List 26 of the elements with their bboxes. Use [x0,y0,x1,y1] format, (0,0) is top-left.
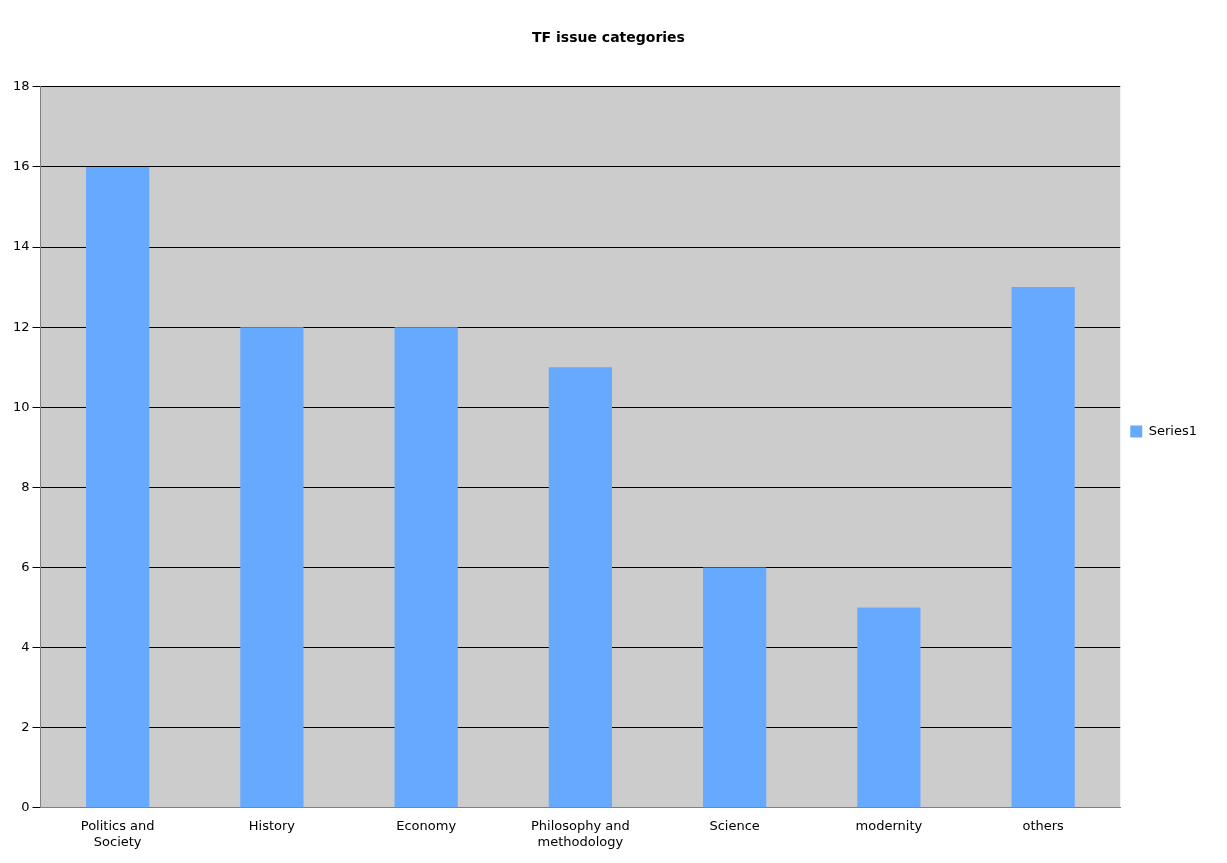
bar [1011,287,1075,808]
x-tick-label: Science [709,817,760,833]
y-tick-label: 6 [21,558,30,574]
legend-label: Series1 [1148,422,1197,438]
y-tick-label: 10 [13,398,30,414]
bar [240,327,304,808]
y-tick-label: 16 [13,158,30,174]
y-tick-label: 4 [21,638,30,654]
x-tick-label: Economy [396,817,457,833]
y-tick-label: 12 [13,318,30,334]
x-tick-label: Philosophy and methodology [531,817,630,849]
bar [394,327,458,808]
x-tick-label: Politics and Society [80,817,155,849]
bar [86,166,150,808]
y-tick-label: 8 [21,478,30,494]
x-tick-label: others [1022,817,1065,833]
x-tick-label: modernity [855,817,923,833]
bar [703,567,767,808]
bar [548,367,613,808]
y-tick-label: 18 [13,78,30,94]
y-tick-label: 14 [13,238,30,254]
y-tick-label: 2 [21,719,30,735]
y-tick-label: 0 [21,799,30,815]
chart-title: TF issue categories [532,29,685,46]
bar [857,607,921,808]
x-tick-label: History [248,817,296,833]
